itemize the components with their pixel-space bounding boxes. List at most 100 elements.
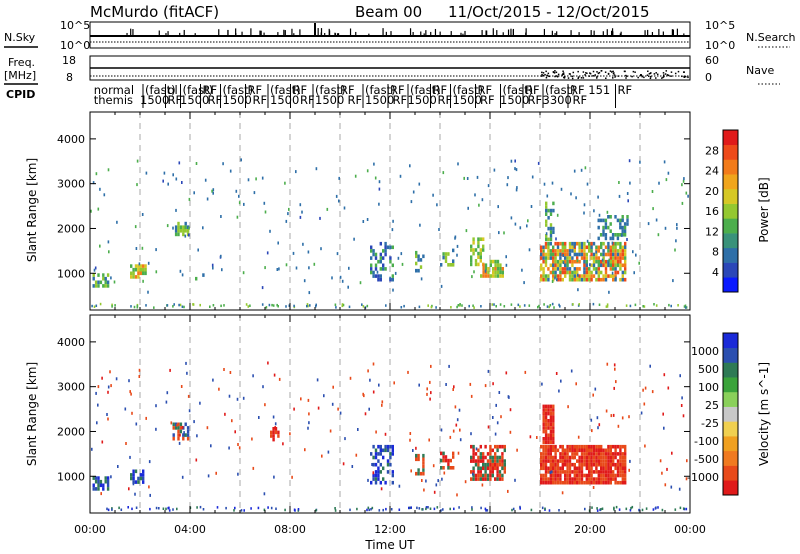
data-cell: [607, 459, 610, 463]
data-cell: [580, 274, 584, 278]
data-cell: [609, 236, 612, 241]
data-cell: [370, 267, 373, 271]
data-cell: [372, 444, 375, 449]
data-cell: [602, 225, 605, 230]
data-cell: [554, 252, 557, 257]
data-cell: [552, 448, 555, 453]
data-cell: [382, 249, 385, 253]
data-cell: [425, 479, 427, 483]
data-cell: [470, 262, 473, 267]
data-cell: [624, 252, 627, 257]
data-cell: [540, 249, 543, 253]
data-cell: [186, 429, 190, 434]
data-cell: [672, 279, 674, 283]
data-cell: [607, 225, 610, 230]
data-cell: [564, 477, 567, 481]
data-cell: [367, 369, 369, 373]
data-cell: [139, 476, 142, 481]
data-cell: [621, 249, 624, 253]
data-cell: [386, 444, 390, 449]
data-cell: [578, 459, 581, 463]
data-cell: [559, 277, 562, 282]
data-cell: [470, 259, 473, 263]
cpid-entry: ol: [168, 83, 178, 97]
data-cell: [136, 183, 138, 187]
data-cell: [503, 305, 506, 308]
data-cell: [494, 455, 497, 460]
data-cell: [588, 444, 591, 449]
data-cell: [223, 368, 225, 371]
data-cell: [379, 252, 382, 257]
data-cell: [442, 451, 445, 456]
data-cell: [370, 256, 373, 260]
data-cell: [139, 473, 142, 477]
data-cell: [307, 398, 310, 402]
data-cell: [435, 483, 438, 487]
cpid-entry: RF 151: [570, 83, 610, 97]
data-cell: [552, 462, 555, 467]
nave-point: [582, 77, 585, 79]
data-cell: [498, 477, 502, 481]
data-cell: [224, 412, 226, 416]
data-cell: [607, 263, 610, 268]
data-cell: [544, 470, 548, 474]
data-cell: [545, 223, 548, 227]
data-cell: [559, 452, 562, 456]
data-cell: [551, 280, 554, 283]
data-cell: [552, 263, 555, 268]
data-cell: [676, 226, 678, 230]
data-cell: [545, 208, 548, 213]
data-cell: [612, 462, 615, 467]
data-cell: [440, 263, 443, 267]
data-cell: [561, 466, 564, 471]
data-cell: [590, 418, 593, 422]
data-cell: [501, 459, 504, 463]
data-cell: [623, 225, 627, 230]
data-cell: [552, 415, 555, 419]
data-cell: [172, 226, 174, 230]
data-cell: [624, 277, 627, 282]
data-cell: [544, 448, 548, 453]
data-cell: [588, 462, 591, 467]
data-cell: [315, 509, 317, 512]
data-cell: [612, 256, 615, 260]
data-cell: [470, 244, 473, 249]
data-cell: [501, 444, 504, 449]
data-cell: [374, 473, 378, 478]
data-cell: [179, 269, 182, 273]
data-cell: [616, 452, 620, 456]
data-cell: [165, 507, 167, 511]
data-cell: [607, 452, 610, 456]
data-cell: [474, 473, 478, 478]
data-cell: [390, 508, 393, 511]
cpid-entry: RF: [300, 93, 315, 107]
data-cell: [542, 274, 545, 278]
data-cell: [674, 508, 677, 511]
data-cell: [492, 267, 495, 271]
data-cell: [132, 473, 135, 477]
data-cell: [225, 506, 227, 510]
data-cell: [568, 473, 572, 478]
data-cell: [670, 485, 673, 489]
data-cell: [99, 280, 103, 285]
data-cell: [295, 170, 297, 174]
data-cell: [168, 509, 171, 512]
data-cell: [389, 444, 392, 449]
data-cell: [142, 271, 145, 276]
data-cell: [580, 241, 584, 246]
data-cell: [576, 277, 579, 282]
data-cell: [612, 267, 615, 271]
data-cell: [599, 233, 603, 237]
data-cell: [619, 263, 622, 268]
data-cell: [619, 245, 622, 250]
data-cell: [300, 397, 302, 401]
data-cell: [370, 270, 373, 275]
data-cell: [220, 215, 222, 218]
data-cell: [220, 254, 222, 258]
data-cell: [284, 181, 286, 185]
data-cell: [386, 245, 390, 250]
data-cell: [606, 210, 609, 214]
data-cell: [308, 412, 310, 416]
data-cell: [597, 267, 600, 271]
